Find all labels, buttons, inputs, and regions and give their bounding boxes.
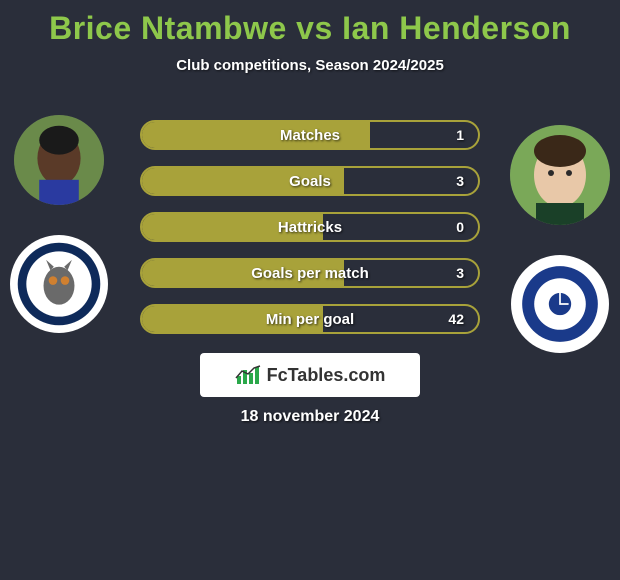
subtitle: Club competitions, Season 2024/2025	[0, 57, 620, 74]
bar-value: 3	[456, 265, 464, 281]
left-column	[10, 115, 108, 333]
player-left-avatar	[14, 115, 104, 205]
club-crest-icon	[16, 241, 102, 327]
page-title: Brice Ntambwe vs Ian Henderson	[0, 0, 620, 47]
bar-chart-icon	[235, 364, 261, 386]
bar-label: Goals	[289, 173, 331, 190]
player-right-avatar	[510, 125, 610, 225]
club-left-badge	[10, 235, 108, 333]
stat-bar-matches: Matches 1	[140, 120, 480, 150]
bar-label: Hattricks	[278, 219, 342, 236]
bar-value: 1	[456, 127, 464, 143]
logo-box: FcTables.com	[200, 353, 420, 397]
bar-value: 0	[456, 219, 464, 235]
bar-value: 42	[448, 311, 464, 327]
bar-value: 3	[456, 173, 464, 189]
stat-bar-hattricks: Hattricks 0	[140, 212, 480, 242]
right-column	[510, 125, 610, 353]
logo-text: FcTables.com	[267, 365, 386, 386]
stat-bars: Matches 1 Goals 3 Hattricks 0 Goals per …	[140, 120, 480, 334]
club-right-badge	[511, 255, 609, 353]
bar-label: Matches	[280, 127, 340, 144]
club-crest-icon	[517, 261, 603, 347]
stat-bar-min-per-goal: Min per goal 42	[140, 304, 480, 334]
stat-bar-goals: Goals 3	[140, 166, 480, 196]
player-face-icon	[14, 115, 104, 205]
stat-bar-goals-per-match: Goals per match 3	[140, 258, 480, 288]
player-face-icon	[510, 125, 610, 225]
date: 18 november 2024	[0, 408, 620, 426]
bar-label: Goals per match	[251, 265, 369, 282]
bar-label: Min per goal	[266, 311, 354, 328]
